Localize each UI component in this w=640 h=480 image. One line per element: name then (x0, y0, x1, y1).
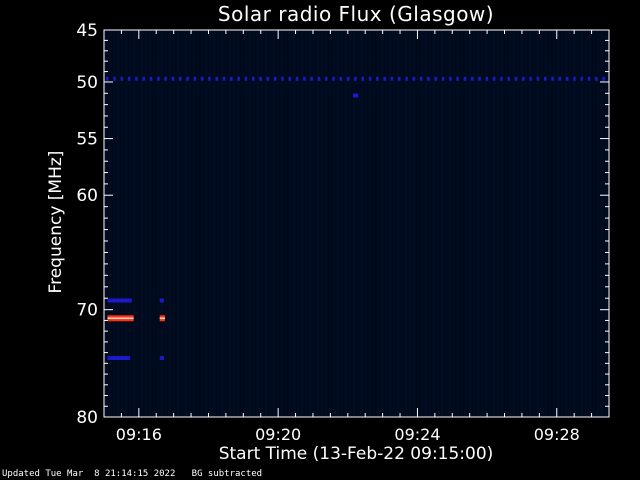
interference-line-dot (120, 76, 124, 81)
interference-line-dot (164, 76, 167, 81)
interference-line-dot (522, 76, 525, 81)
interference-line-dot (149, 76, 153, 81)
interference-line-dot (427, 76, 430, 81)
interference-line-dot (179, 76, 182, 81)
x-tick-label: 09:24 (394, 425, 440, 444)
y-tick-label: 50 (76, 73, 98, 93)
interference-line-dot (361, 76, 364, 81)
burst-high-core (107, 317, 134, 320)
interference-line-dot (398, 76, 401, 81)
plot-frame (103, 29, 610, 418)
interference-line-dot (259, 76, 262, 81)
interference-line-dot (215, 76, 218, 81)
y-tick-label: 55 (76, 130, 98, 150)
interference-line-dot (376, 76, 379, 81)
interference-line-dot (193, 76, 197, 81)
interference-line-dot (390, 76, 394, 81)
footer-updated: Updated Tue Mar 8 21:14:15 2022 (2, 469, 176, 479)
burst-high-echo-core (159, 317, 165, 320)
interference-line-dot (295, 76, 299, 81)
interference-line-dot (346, 76, 350, 81)
interference-line-dot (288, 76, 291, 81)
interference-line-dot (200, 76, 204, 81)
interference-line-dot (339, 76, 343, 81)
band-upper-echo (159, 298, 164, 303)
interference-line-dot (587, 76, 591, 81)
y-axis-label: Frequency [MHz] (46, 150, 66, 294)
interference-line-dot (456, 76, 459, 81)
interference-line-dot (273, 76, 277, 81)
interference-line-dot (310, 76, 313, 81)
interference-line-dot (544, 76, 547, 81)
interference-line-dot (471, 76, 474, 81)
interference-line-dot (463, 76, 467, 81)
interference-line-dot (573, 76, 576, 81)
interference-line-dot (602, 76, 605, 81)
interference-line-dot (281, 76, 284, 81)
interference-line-dot (325, 76, 328, 81)
interference-line-dot (244, 76, 248, 81)
interference-line-dot (580, 76, 583, 81)
interference-line-dot (536, 76, 540, 81)
footer-note: BG subtracted (191, 469, 263, 479)
interference-line-dot (441, 76, 445, 81)
band-upper (107, 298, 132, 303)
interference-line-dot (332, 76, 335, 81)
interference-line-dot (551, 76, 554, 81)
interference-line-dot (383, 76, 386, 81)
chart-title: Solar radio Flux (Glasgow) (217, 2, 495, 26)
x-tick-label: 09:16 (116, 425, 162, 444)
interference-line-dot (354, 76, 357, 81)
x-axis-label: Start Time (13-Feb-22 09:15:00) (218, 444, 494, 464)
interference-line-dot (142, 76, 145, 81)
interference-line-dot (157, 76, 160, 81)
interference-line-dot (485, 76, 489, 81)
interference-line-dot (222, 76, 226, 81)
interference-line-dot (266, 76, 270, 81)
interference-line-dot (558, 76, 562, 81)
interference-line-dot (106, 76, 109, 81)
interference-line-dot (230, 76, 233, 81)
plot-background (104, 30, 609, 417)
interference-line-dot (419, 76, 423, 81)
interference-line-dot (368, 76, 372, 81)
interference-line-dot (595, 76, 598, 81)
interference-line-dot (303, 76, 306, 81)
interference-line-dot (492, 76, 496, 81)
y-tick-label: 70 (76, 301, 98, 321)
y-tick-label: 45 (76, 21, 98, 41)
band-lower (107, 355, 131, 360)
band-lower-echo (159, 355, 164, 360)
interference-line-dot (514, 76, 518, 81)
interference-line-dot (208, 76, 211, 81)
x-tick-label: 09:28 (534, 425, 580, 444)
x-tick-label: 09:20 (255, 425, 301, 444)
interference-line-dot (412, 76, 416, 81)
interference-line-dot (252, 76, 255, 81)
interference-line-dot (507, 76, 510, 81)
interference-line-dot (186, 76, 189, 81)
y-tick-label: 60 (76, 186, 98, 206)
interference-line-dot (405, 76, 408, 81)
interference-line-dot (113, 76, 116, 81)
interference-line-dot (500, 76, 503, 81)
interference-line-dot (449, 76, 452, 81)
y-tick-label: 80 (76, 408, 98, 428)
speck (353, 93, 359, 98)
interference-line-dot (565, 76, 569, 81)
interference-line-dot (135, 76, 138, 81)
interference-line-dot (434, 76, 437, 81)
interference-line-dot (171, 76, 175, 81)
interference-line-dot (237, 76, 240, 81)
interference-line-dot (317, 76, 321, 81)
interference-line-dot (478, 76, 481, 81)
footer-status: Updated Tue Mar 8 21:14:15 2022 BG subtr… (2, 469, 262, 479)
interference-line-dot (127, 76, 131, 81)
interference-line-dot (529, 76, 532, 81)
